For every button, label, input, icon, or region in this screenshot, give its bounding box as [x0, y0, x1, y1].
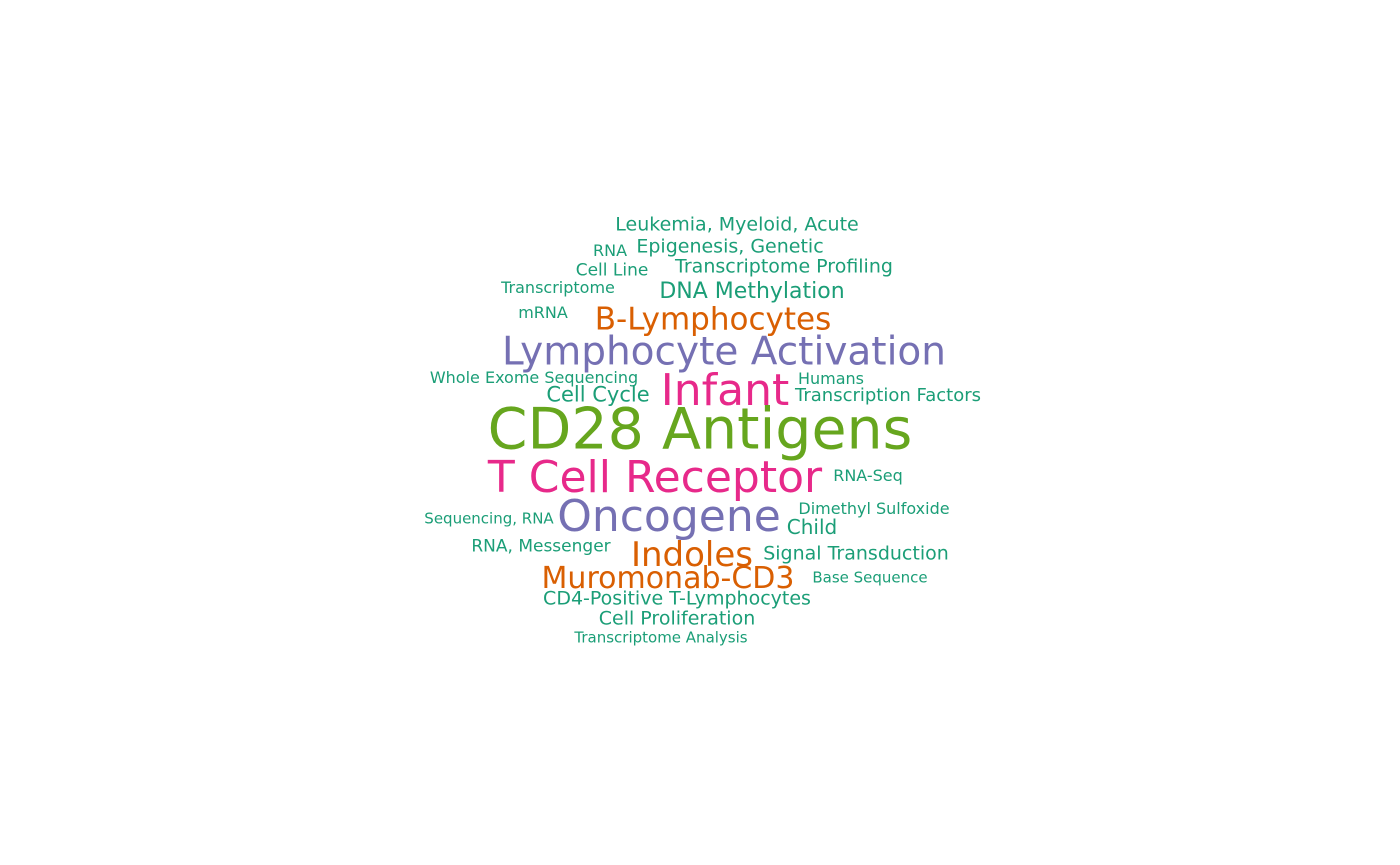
word-t-cell-receptor: T Cell Receptor — [487, 452, 823, 503]
word-cd28-antigens: CD28 Antigens — [487, 396, 913, 463]
word-leukemia-myeloid-acute: Leukemia, Myeloid, Acute — [615, 213, 859, 236]
word-cell-proliferation: Cell Proliferation — [598, 607, 756, 630]
word-cd4-positive-t-lymphocytes: CD4-Positive T-Lymphocytes — [543, 587, 811, 610]
word-rna-seq: RNA-Seq — [833, 466, 903, 485]
word-whole-exome-sequencing: Whole Exome Sequencing — [429, 368, 639, 387]
word-base-sequence: Base Sequence — [812, 568, 928, 587]
word-dimethyl-sulfoxide: Dimethyl Sulfoxide — [798, 499, 950, 518]
word-transcriptome-analysis: Transcriptome Analysis — [574, 628, 748, 647]
word-transcriptome: Transcriptome — [501, 278, 615, 297]
word-rna-messenger: RNA, Messenger — [471, 536, 611, 557]
word-dna-methylation: DNA Methylation — [659, 279, 845, 304]
word-lymphocyte-activation: Lymphocyte Activation — [501, 329, 947, 375]
word-signal-transduction: Signal Transduction — [763, 542, 949, 565]
word-indoles: Indoles — [630, 535, 754, 575]
word-cell-line: Cell Line — [575, 260, 649, 281]
word-child: Child — [786, 515, 838, 539]
word-sequencing-rna: Sequencing, RNA — [424, 509, 554, 528]
word-muromonab-cd3: Muromonab-CD3 — [541, 561, 795, 596]
word-transcription-factors: Transcription Factors — [795, 385, 981, 406]
word-infant: Infant — [660, 365, 790, 416]
word-transcriptome-profiling: Transcriptome Profiling — [675, 255, 893, 278]
word-oncogene: Oncogene — [557, 491, 781, 542]
word-epigenesis-genetic: Epigenesis, Genetic — [636, 235, 824, 258]
word-rna: RNA — [592, 241, 628, 260]
word-humans: Humans — [797, 369, 865, 388]
word-b-lymphocytes: B-Lymphocytes — [594, 301, 832, 338]
word-mrna: mRNA — [518, 303, 568, 322]
word-cell-cycle: Cell Cycle — [546, 382, 650, 407]
